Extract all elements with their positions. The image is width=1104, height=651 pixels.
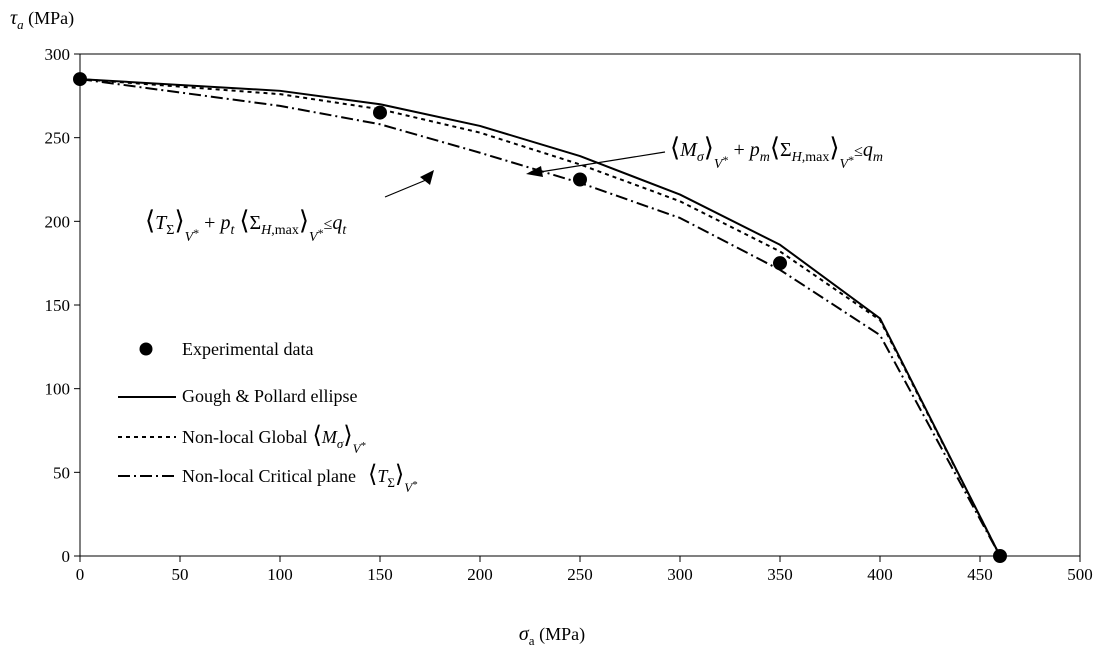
data-point-experimental-data <box>573 172 587 187</box>
x-axis-label: σa (MPa) <box>519 623 585 648</box>
series-line-non-local-global <box>79 78 1001 557</box>
svg-text:⟨TΣ⟩V* + pt ⟨ΣH,max⟩V*≤qt: ⟨TΣ⟩V* + pt ⟨ΣH,max⟩V*≤qt <box>145 206 347 245</box>
legend-label-gough-pollard: Gough & Pollard ellipse <box>182 386 357 406</box>
svg-text:Non-local Global⟨Mσ⟩V*: Non-local Global ⟨Mσ⟩V* <box>182 423 366 456</box>
y-tick-label: 200 <box>45 212 71 231</box>
annotation-global-arrowhead <box>526 166 543 177</box>
y-tick-label: 300 <box>45 45 71 64</box>
data-point-experimental-data <box>993 549 1007 563</box>
series-line-gough-pollard-ellipse <box>79 78 1001 557</box>
x-tick-label: 350 <box>767 565 793 584</box>
annotation-global-arrow-line <box>539 151 666 173</box>
x-tick-label: 150 <box>367 565 393 584</box>
x-tick-label: 50 <box>172 565 189 584</box>
y-tick-label: 150 <box>45 296 71 315</box>
y-axis-label: τa (MPa) <box>10 7 74 32</box>
y-axis: 0 50 100 150 200 250 300 <box>45 45 80 566</box>
legend: Experimental data Gough & Pollard ellips… <box>118 339 418 495</box>
legend-label-experimental: Experimental data <box>182 339 313 359</box>
y-tick-label: 50 <box>53 463 70 482</box>
x-tick-label: 400 <box>867 565 893 584</box>
x-tick-label: 250 <box>567 565 593 584</box>
svg-text:⟨Mσ⟩V* + pm⟨ΣH,max⟩V*≤qm: ⟨Mσ⟩V* + pm⟨ΣH,max⟩V*≤qm <box>670 133 883 172</box>
y-tick-label: 100 <box>45 380 71 399</box>
annotation-critical-arrow-line <box>384 179 427 198</box>
data-point-experimental-data <box>73 72 87 87</box>
x-tick-label: 100 <box>267 565 293 584</box>
data-point-experimental-data <box>773 256 787 271</box>
x-tick-label: 300 <box>667 565 693 584</box>
x-tick-label: 450 <box>967 565 993 584</box>
svg-text:Non-local Critical plane⟨TΣ⟩V*: Non-local Critical plane ⟨TΣ⟩V* <box>182 462 418 495</box>
legend-label-nonlocal-critical: Non-local Critical plane <box>182 466 356 486</box>
x-tick-label: 0 <box>76 565 85 584</box>
annotation-global: ⟨Mσ⟩V* + pm⟨ΣH,max⟩V*≤qm <box>526 133 883 177</box>
x-tick-label: 500 <box>1067 565 1093 584</box>
legend-label-nonlocal-global: Non-local Global <box>182 427 307 447</box>
annotation-critical-arrowhead <box>420 170 434 185</box>
y-tick-label: 250 <box>45 129 71 148</box>
legend-marker-experimental <box>139 342 153 356</box>
y-tick-label: 0 <box>62 547 71 566</box>
annotation-critical: ⟨TΣ⟩V* + pt ⟨ΣH,max⟩V*≤qt <box>145 170 434 245</box>
data-point-experimental-data <box>373 105 387 120</box>
x-axis: 0 50 100 150 200 250 300 350 400 450 500 <box>76 556 1093 584</box>
marker-layer <box>73 72 1007 563</box>
x-tick-label: 200 <box>467 565 493 584</box>
